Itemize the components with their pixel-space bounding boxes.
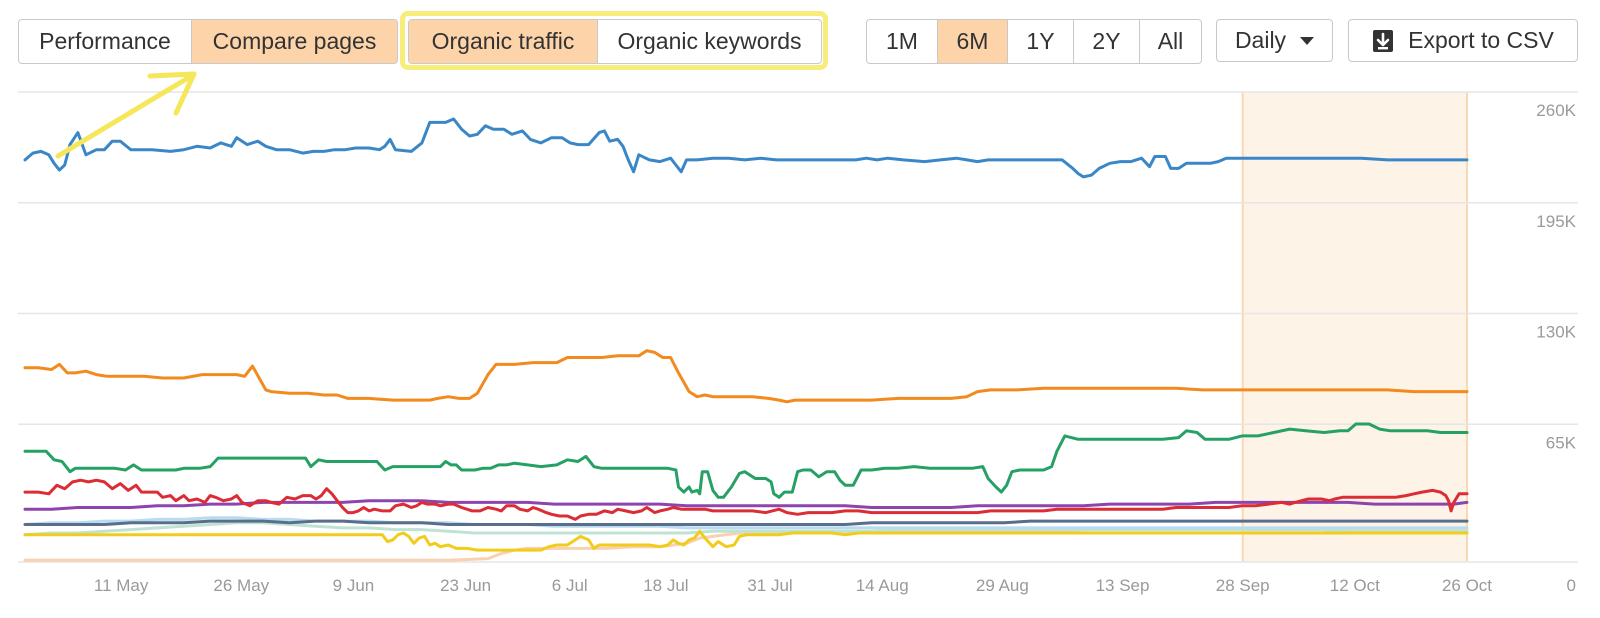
range-1m[interactable]: 1M	[886, 28, 918, 54]
series-line-7	[23, 519, 1469, 526]
interval-select[interactable]: Daily	[1216, 19, 1333, 62]
series-line-1	[23, 117, 1469, 179]
x-tick-label: 26 Oct	[1442, 576, 1492, 595]
y-tick-label: 65K	[1546, 433, 1577, 452]
range-all[interactable]: All	[1139, 20, 1201, 63]
annotation-arrow	[55, 71, 197, 159]
range-6m[interactable]: 6M	[937, 20, 1007, 63]
metric-toggle-highlight	[400, 11, 828, 70]
x-axis-ticks: 11 May 26 May 9 Jun 23 Jun 6 Jul 18 Jul 31 Jul…	[94, 576, 1492, 595]
gridlines	[18, 91, 1578, 563]
series-line-8	[23, 516, 1469, 530]
x-tick-label: 29 Aug	[976, 576, 1029, 595]
x-tick-label: 23 Jun	[440, 576, 491, 595]
series-line-4	[23, 478, 1469, 521]
x-tick-label: 13 Sep	[1096, 576, 1150, 595]
range-2y[interactable]: 2Y	[1073, 20, 1139, 63]
x-tick-label: 28 Sep	[1216, 576, 1270, 595]
highlight-range-layer	[1241, 92, 1468, 562]
arrow-shaft	[55, 72, 196, 159]
x-tick-label: 11 May	[94, 576, 149, 595]
x-tick-label: 9 Jun	[333, 576, 375, 595]
tab-organic-keywords[interactable]: Organic keywords	[597, 20, 821, 63]
range-1y[interactable]: 1Y	[1007, 20, 1073, 63]
range-toggle: 1M 6M 1Y 2Y All	[866, 19, 1202, 64]
download-icon	[1373, 29, 1394, 52]
export-csv-button[interactable]: Export to CSV	[1348, 19, 1578, 62]
x-tick-label: 18 Jul	[643, 576, 688, 595]
highlight-range	[1242, 92, 1467, 562]
y-tick-label: 130K	[1536, 323, 1576, 342]
x-tick-label: 14 Aug	[856, 576, 909, 595]
metric-toggle: Organic traffic Organic keywords	[408, 19, 822, 64]
tab-compare-pages[interactable]: Compare pages	[191, 20, 397, 63]
series-line-6	[23, 529, 1469, 552]
series-lines	[23, 117, 1469, 562]
y-axis-ticks: 0 65K 130K 195K 260K	[1536, 101, 1576, 595]
x-tick-label: 31 Jul	[747, 576, 792, 595]
x-tick-label: 26 May	[213, 576, 269, 595]
series-line-3	[23, 422, 1469, 499]
tab-performance[interactable]: Performance	[39, 28, 171, 54]
x-tick-label: 12 Oct	[1330, 576, 1380, 595]
y-tick-label: 195K	[1536, 212, 1576, 231]
series-line-2	[23, 349, 1469, 404]
y-tick-label: 0	[1567, 576, 1576, 595]
export-label: Export to CSV	[1408, 27, 1554, 53]
tab-organic-traffic[interactable]: Organic traffic	[409, 20, 597, 63]
view-toggle: Performance Compare pages	[18, 19, 398, 64]
interval-label: Daily	[1234, 27, 1287, 53]
arrow-head	[147, 71, 197, 116]
caret-down-icon	[1300, 36, 1315, 45]
series-line-9	[23, 521, 1469, 537]
y-tick-label: 260K	[1536, 101, 1576, 120]
x-tick-label: 6 Jul	[552, 576, 588, 595]
